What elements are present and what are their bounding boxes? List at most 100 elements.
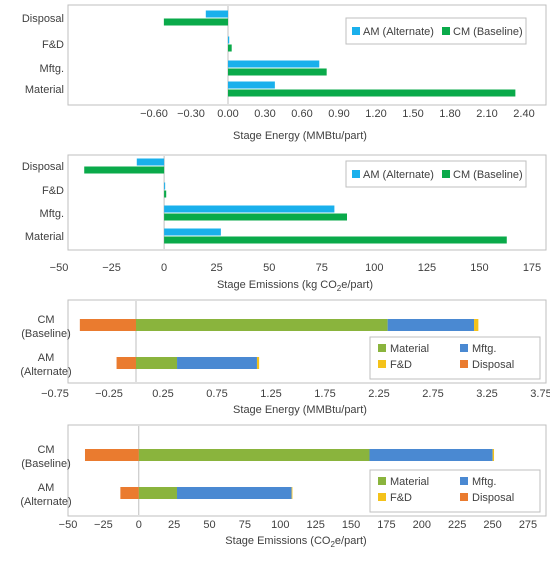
x-tick-label: 200	[413, 519, 431, 531]
x-tick-label: 0.25	[152, 388, 173, 400]
x-tick-label: 2.25	[368, 388, 389, 400]
x-tick-label: 2.75	[422, 388, 443, 400]
x-tick-label: 3.25	[476, 388, 497, 400]
x-tick-label: −50	[50, 262, 69, 274]
category-label: (Alternate)	[20, 366, 71, 378]
x-tick-label: −25	[102, 262, 121, 274]
x-tick-label: 25	[168, 519, 180, 531]
bar-cm-mftg	[164, 213, 348, 221]
bar-disposal-cm	[84, 449, 139, 461]
category-label: (Baseline)	[21, 458, 71, 470]
bar-cm-material	[164, 236, 507, 244]
category-label: Material	[25, 231, 64, 243]
legend-label: CM (Baseline)	[453, 26, 523, 38]
legend-box	[345, 17, 527, 45]
legend-swatch	[378, 493, 386, 501]
bar-cm-disposal	[163, 18, 228, 26]
legend-box	[369, 469, 541, 513]
x-tick-label: 0	[136, 519, 142, 531]
bar-am-disposal	[205, 10, 228, 18]
category-label: F&D	[42, 185, 64, 197]
x-tick-label: 150	[470, 262, 488, 274]
chart-4: CM (Baseline) AM (Alternate) −50 −25 0 25 50 75 10…	[20, 424, 547, 549]
chart-2: Disposal F&D Mftg. Material −50 −25 0 25 50 75 100…	[22, 154, 547, 293]
category-label: AM	[38, 482, 55, 494]
x-tick-label: 1.20	[365, 108, 386, 120]
bar-mftg-cm	[387, 319, 475, 331]
x-axis-title: Stage Emissions (CO2e/part)	[225, 535, 366, 549]
category-label: Disposal	[22, 161, 64, 173]
legend-label: F&D	[390, 492, 412, 504]
legend: Material Mftg. F&D Disposal	[369, 469, 541, 513]
x-tick-label: 100	[365, 262, 383, 274]
legend: AM (Alternate) CM (Baseline)	[345, 160, 527, 188]
bar-material-cm	[138, 449, 370, 461]
x-tick-label: −0.75	[41, 388, 69, 400]
x-tick-label: 275	[519, 519, 537, 531]
legend-swatch	[442, 27, 450, 35]
x-axis-title: Stage Emissions (kg CO2e/part)	[217, 279, 373, 293]
legend-swatch	[378, 477, 386, 485]
category-label: Mftg.	[40, 63, 64, 75]
x-tick-label: −0.30	[177, 108, 205, 120]
category-label: Material	[25, 84, 64, 96]
legend-swatch	[460, 477, 468, 485]
bar-am-fd	[164, 182, 166, 190]
legend-label: Mftg.	[472, 343, 496, 355]
x-tick-label: 0.75	[206, 388, 227, 400]
x-tick-label: 75	[239, 519, 251, 531]
x-tick-label: 0	[161, 262, 167, 274]
bar-fd-cm	[492, 449, 495, 461]
bar-disposal-cm	[79, 319, 136, 331]
x-tick-label: 100	[271, 519, 289, 531]
x-tick-label: 75	[316, 262, 328, 274]
x-tick-label: 0.90	[328, 108, 349, 120]
plot-frame	[67, 4, 547, 106]
category-label: AM	[38, 352, 55, 364]
legend-swatch	[460, 360, 468, 368]
legend: Material Mftg. F&D Disposal	[369, 336, 541, 380]
legend-label: Disposal	[472, 492, 514, 504]
bar-cm-fd	[164, 190, 167, 198]
legend-swatch	[460, 344, 468, 352]
x-tick-label: 1.25	[260, 388, 281, 400]
legend: AM (Alternate) CM (Baseline)	[345, 17, 527, 45]
bar-am-material	[164, 228, 221, 236]
x-tick-label: 25	[211, 262, 223, 274]
legend-swatch	[352, 27, 360, 35]
x-tick-label: −0.60	[140, 108, 168, 120]
bar-mftg-am	[177, 357, 257, 369]
plot-frame	[67, 299, 547, 384]
x-tick-label: 2.40	[513, 108, 534, 120]
x-tick-label: 50	[203, 519, 215, 531]
x-tick-label: 125	[307, 519, 325, 531]
plot-frame	[67, 154, 547, 251]
x-tick-label: 125	[418, 262, 436, 274]
category-label: Disposal	[22, 13, 64, 25]
x-tick-label: 50	[263, 262, 275, 274]
x-tick-label: −50	[59, 519, 78, 531]
x-tick-label: 1.75	[314, 388, 335, 400]
x-tick-label: 2.10	[476, 108, 497, 120]
plot-frame	[67, 424, 547, 517]
bar-cm-material	[228, 89, 516, 97]
legend-label: CM (Baseline)	[453, 169, 523, 181]
bar-fd-am	[291, 487, 293, 499]
bar-material-am	[138, 487, 177, 499]
legend-swatch	[460, 493, 468, 501]
bar-am-fd	[228, 36, 230, 44]
x-tick-label: 3.75	[530, 388, 550, 400]
legend-label: AM (Alternate)	[363, 26, 434, 38]
x-tick-label: 150	[342, 519, 360, 531]
category-label: (Alternate)	[20, 496, 71, 508]
x-tick-label: 1.50	[402, 108, 423, 120]
x-tick-label: 175	[377, 519, 395, 531]
bar-fd-cm	[474, 319, 479, 331]
legend-swatch	[442, 170, 450, 178]
legend-label: Mftg.	[472, 476, 496, 488]
x-tick-label: 0.30	[254, 108, 275, 120]
category-label: (Baseline)	[21, 328, 71, 340]
bar-material-am	[136, 357, 178, 369]
x-tick-label: −0.25	[95, 388, 123, 400]
legend-swatch	[378, 344, 386, 352]
